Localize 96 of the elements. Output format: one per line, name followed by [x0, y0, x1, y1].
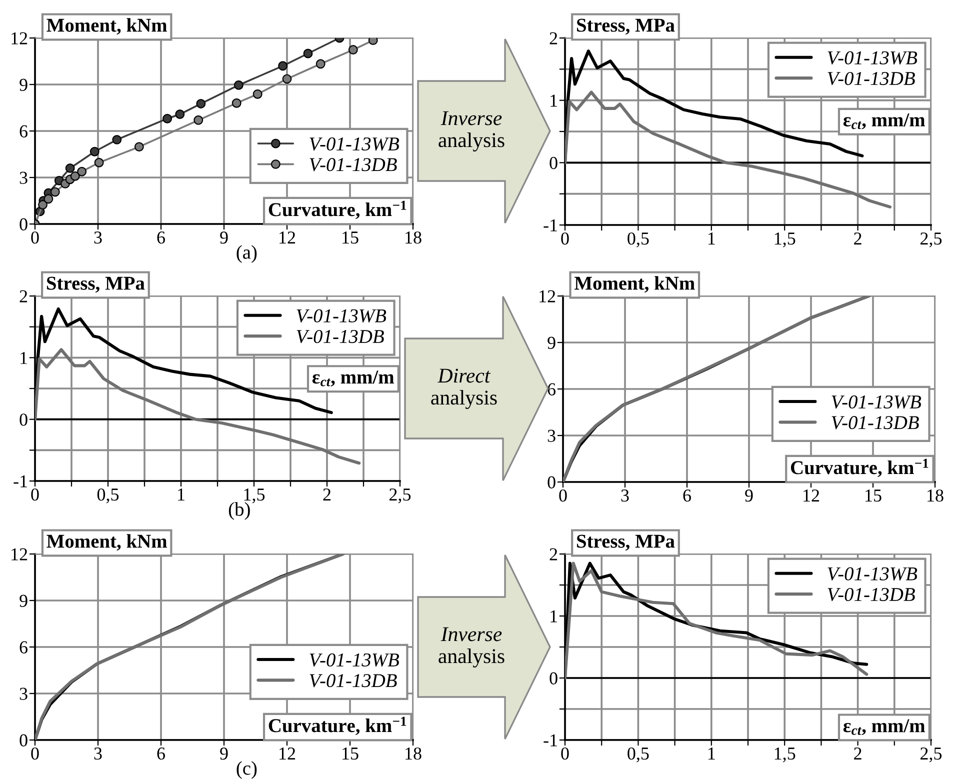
x-tick-label: 3 — [94, 748, 102, 760]
x-axis-title: Curvature, km$^{−1}$ — [268, 200, 406, 220]
y-tick-label: 6 — [548, 383, 556, 396]
y-tick-label: 2 — [20, 290, 28, 302]
x-tick-label: 2,5 — [920, 748, 942, 762]
text: (b) — [228, 502, 250, 520]
x-tick-label: 1,5 — [774, 748, 796, 762]
x-tick-label: 6 — [157, 232, 165, 244]
x-tick-label: 2 — [323, 488, 331, 500]
x-tick-label: 15 — [342, 232, 358, 244]
y-tick-label: -1 — [544, 734, 557, 746]
x-axis-title: ε$_{ct}$, mm/m — [843, 719, 925, 736]
x-tick-label: 9 — [220, 232, 228, 244]
x-tick-label: 0 — [31, 488, 39, 501]
legend-label: V-01-13DB — [828, 588, 915, 602]
x-tick-label: 0 — [31, 231, 39, 244]
text: (a) — [236, 245, 257, 263]
x-tick-label: 0,5 — [628, 747, 649, 762]
text: (c) — [236, 761, 257, 779]
x-axis-title: ε$_{ct}$, mm/m — [843, 113, 925, 130]
x-tick-label: 1 — [708, 232, 715, 244]
legend-label: V-01-13DB — [310, 158, 397, 172]
y-tick-label: -1 — [14, 475, 27, 488]
x-tick-label: 15 — [866, 490, 882, 502]
y-tick-label: 9 — [548, 336, 556, 349]
y-tick-label: 3 — [20, 172, 28, 184]
y-tick-label: 0 — [20, 414, 28, 426]
x-tick-label: 0 — [561, 232, 569, 245]
x-tick-label: 9 — [745, 490, 753, 502]
y-tick-label: 12 — [12, 548, 28, 560]
y-axis-title: Moment, kNm — [46, 18, 167, 35]
y-tick-label: -1 — [544, 219, 557, 232]
x-tick-label: 6 — [157, 748, 165, 760]
y-tick-label: 0 — [20, 734, 28, 746]
x-tick-label: 15 — [342, 748, 358, 760]
x-axis-title: ε$_{ct}$, mm/m — [312, 370, 394, 386]
legend-label: V-01-13DB — [832, 416, 919, 430]
y-axis-title: Stress, MPa — [46, 276, 145, 293]
y-tick-label: 0 — [548, 476, 556, 488]
x-tick-label: 2 — [854, 748, 862, 760]
x-tick-label: 0 — [31, 747, 39, 760]
x-tick-label: 18 — [406, 747, 422, 760]
x-tick-label: 3 — [94, 232, 102, 244]
y-axis-title: Stress, MPa — [577, 18, 675, 35]
y-tick-label: 1 — [550, 610, 557, 622]
x-tick-label: 1,5 — [774, 232, 796, 248]
x-tick-label: 2 — [854, 232, 862, 244]
x-tick-label: 18 — [928, 489, 944, 502]
x-tick-label: 12 — [280, 748, 296, 760]
legend-label: V-01-13WB — [296, 309, 386, 322]
legend-label: V-01-13WB — [310, 137, 400, 151]
x-tick-label: 6 — [683, 490, 691, 502]
x-tick-label: 0,5 — [97, 488, 119, 504]
legend-label: V-01-13DB — [828, 72, 915, 86]
x-tick-label: 1 — [708, 748, 715, 760]
legend-label: V-01-13WB — [310, 653, 400, 667]
text: Inverse analysis — [438, 111, 504, 152]
x-tick-label: 12 — [280, 232, 296, 244]
legend-label: V-01-13WB — [832, 395, 922, 409]
y-axis-title: Stress, MPa — [577, 534, 675, 551]
y-tick-label: 0 — [550, 672, 558, 684]
y-tick-label: 12 — [12, 32, 28, 44]
y-tick-label: 0 — [550, 156, 558, 170]
x-tick-label: 0,5 — [628, 232, 649, 248]
x-tick-label: 2,5 — [920, 232, 942, 248]
y-tick-label: 12 — [540, 290, 556, 302]
x-tick-label: 3 — [621, 490, 629, 502]
y-tick-label: 9 — [20, 594, 28, 607]
x-tick-label: 0 — [561, 747, 569, 760]
text: Direct analysis — [431, 368, 497, 409]
y-tick-label: 3 — [20, 688, 28, 700]
y-axis-title: Moment, kNm — [46, 534, 167, 551]
x-tick-label: 1,5 — [244, 488, 265, 504]
x-tick-label: 9 — [220, 748, 228, 760]
legend-label: V-01-13DB — [296, 330, 384, 344]
y-tick-label: 9 — [20, 78, 28, 91]
legend-label: V-01-13WB — [828, 51, 918, 65]
x-tick-label: 1 — [178, 488, 184, 500]
text: Inverse analysis — [438, 627, 504, 668]
legend-label: V-01-13DB — [310, 674, 397, 688]
y-tick-label: 3 — [548, 430, 556, 442]
x-axis-title: Curvature, km$^{−1}$ — [268, 716, 406, 736]
y-tick-label: 2 — [550, 32, 558, 44]
x-tick-label: 12 — [804, 490, 820, 502]
y-tick-label: 6 — [20, 125, 28, 138]
y-tick-label: 1 — [20, 352, 27, 364]
y-axis-title: Moment, kNm — [574, 276, 695, 293]
x-tick-label: 0 — [559, 489, 567, 502]
legend-label: V-01-13WB — [828, 567, 918, 581]
y-tick-label: 1 — [550, 94, 557, 107]
x-tick-label: 2,5 — [390, 488, 411, 504]
x-tick-label: 18 — [406, 231, 422, 244]
y-tick-label: 2 — [550, 548, 558, 560]
y-tick-label: 0 — [20, 218, 28, 230]
x-axis-title: Curvature, km$^{−1}$ — [790, 458, 928, 478]
y-tick-label: 6 — [20, 641, 28, 654]
